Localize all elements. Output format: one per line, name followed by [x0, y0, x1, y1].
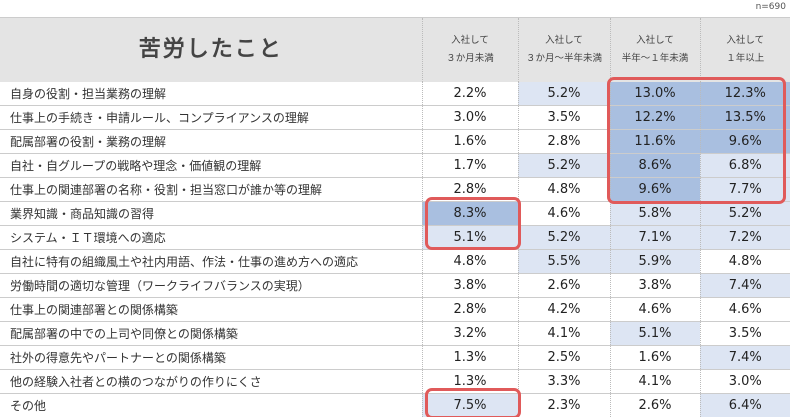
- value-cell: 5.2%: [517, 225, 610, 250]
- column-header: 入社して ３か月～半年未満: [517, 17, 610, 82]
- value-cell: 4.2%: [517, 297, 610, 322]
- value-cell: 2.6%: [517, 273, 610, 298]
- value-cell: 13.0%: [609, 82, 700, 106]
- row-label: 自身の役割・担当業務の理解: [0, 82, 422, 106]
- value-cell: 3.0%: [421, 105, 518, 130]
- value-cell: 3.8%: [421, 273, 518, 298]
- row-label: 仕事上の関連部署の名称・役割・担当窓口が誰か等の理解: [0, 177, 422, 202]
- value-cell: 4.6%: [517, 201, 610, 226]
- value-cell: 1.3%: [421, 345, 518, 370]
- value-cell: 1.3%: [421, 369, 518, 394]
- value-cell: 2.8%: [421, 297, 518, 322]
- row-label: 社外の得意先やパートナーとの関係構築: [0, 345, 422, 370]
- value-cell: 2.2%: [421, 82, 518, 106]
- value-cell: 1.6%: [609, 345, 700, 370]
- value-cell: 5.8%: [609, 201, 700, 226]
- value-cell: 2.5%: [517, 345, 610, 370]
- table-row: 仕事上の手続き・申請ルール、コンプライアンスの理解 3.0% 3.5% 12.2% 13…: [0, 105, 790, 130]
- row-label: 仕事上の関連部署との関係構築: [0, 297, 422, 322]
- value-cell: 7.1%: [609, 225, 700, 250]
- value-cell: 4.6%: [699, 297, 790, 322]
- table-row: 配属部署の中での上司や同僚との関係構築 3.2% 4.1% 5.1% 3.5%: [0, 321, 790, 346]
- row-label: 仕事上の手続き・申請ルール、コンプライアンスの理解: [0, 105, 422, 130]
- value-cell: 7.2%: [699, 225, 790, 250]
- table-row: 仕事上の関連部署の名称・役割・担当窓口が誰か等の理解 2.8% 4.8% 9.6% 7.…: [0, 177, 790, 202]
- value-cell: 2.8%: [421, 177, 518, 202]
- value-cell: 4.1%: [517, 321, 610, 346]
- value-cell: 6.4%: [699, 393, 790, 417]
- table-title: 苦労したこと: [0, 17, 422, 82]
- row-label: その他: [0, 393, 422, 417]
- row-label: 配属部署の中での上司や同僚との関係構築: [0, 321, 422, 346]
- value-cell: 7.5%: [421, 393, 518, 417]
- value-cell: 8.3%: [421, 201, 518, 226]
- table-row: その他 7.5% 2.3% 2.6% 6.4%: [0, 393, 790, 417]
- column-header: 入社して ３か月未満: [421, 17, 518, 82]
- value-cell: 4.8%: [699, 249, 790, 274]
- value-cell: 3.5%: [699, 321, 790, 346]
- value-cell: 1.6%: [421, 129, 518, 154]
- value-cell: 2.3%: [517, 393, 610, 417]
- value-cell: 7.4%: [699, 273, 790, 298]
- value-cell: 4.1%: [609, 369, 700, 394]
- value-cell: 5.2%: [699, 201, 790, 226]
- table-row: 社外の得意先やパートナーとの関係構築 1.3% 2.5% 1.6% 7.4%: [0, 345, 790, 370]
- results-table: 苦労したこと 入社して ３か月未満 入社して ３か月～半年未満 入社して 半年～１年…: [0, 17, 790, 417]
- value-cell: 5.9%: [609, 249, 700, 274]
- table-row: 他の経験入社者との横のつながりの作りにくさ 1.3% 3.3% 4.1% 3.0%: [0, 369, 790, 394]
- value-cell: 4.6%: [609, 297, 700, 322]
- value-cell: 9.6%: [699, 129, 790, 154]
- value-cell: 9.6%: [609, 177, 700, 202]
- value-cell: 4.8%: [517, 177, 610, 202]
- value-cell: 6.8%: [699, 153, 790, 178]
- value-cell: 11.6%: [609, 129, 700, 154]
- value-cell: 5.5%: [517, 249, 610, 274]
- column-header: 入社して 半年～１年未満: [609, 17, 700, 82]
- table-row: 仕事上の関連部署との関係構築 2.8% 4.2% 4.6% 4.6%: [0, 297, 790, 322]
- value-cell: 7.7%: [699, 177, 790, 202]
- table-row: 自社に特有の組織風土や社内用語、作法・仕事の進め方への適応 4.8% 5.5% 5.9…: [0, 249, 790, 274]
- value-cell: 1.7%: [421, 153, 518, 178]
- value-cell: 13.5%: [699, 105, 790, 130]
- table-row: システム・ＩＴ環境への適応 5.1% 5.2% 7.1% 7.2%: [0, 225, 790, 250]
- value-cell: 3.3%: [517, 369, 610, 394]
- value-cell: 12.2%: [609, 105, 700, 130]
- value-cell: 5.2%: [517, 82, 610, 106]
- value-cell: 3.5%: [517, 105, 610, 130]
- value-cell: 3.0%: [699, 369, 790, 394]
- header-row: 苦労したこと 入社して ３か月未満 入社して ３か月～半年未満 入社して 半年～１年…: [0, 17, 790, 82]
- sample-size: n=690: [755, 2, 786, 12]
- table-row: 自身の役割・担当業務の理解 2.2% 5.2% 13.0% 12.3%: [0, 82, 790, 106]
- table-row: 労働時間の適切な管理（ワークライフバランスの実現） 3.8% 2.6% 3.8% 7.4…: [0, 273, 790, 298]
- value-cell: 3.2%: [421, 321, 518, 346]
- value-cell: 2.6%: [609, 393, 700, 417]
- table-row: 業界知識・商品知識の習得 8.3% 4.6% 5.8% 5.2%: [0, 201, 790, 226]
- value-cell: 3.8%: [609, 273, 700, 298]
- row-label: システム・ＩＴ環境への適応: [0, 225, 422, 250]
- row-label: 業界知識・商品知識の習得: [0, 201, 422, 226]
- value-cell: 7.4%: [699, 345, 790, 370]
- value-cell: 5.1%: [609, 321, 700, 346]
- column-header: 入社して １年以上: [699, 17, 790, 82]
- value-cell: 5.1%: [421, 225, 518, 250]
- value-cell: 8.6%: [609, 153, 700, 178]
- value-cell: 12.3%: [699, 82, 790, 106]
- value-cell: 2.8%: [517, 129, 610, 154]
- row-label: 他の経験入社者との横のつながりの作りにくさ: [0, 369, 422, 394]
- row-label: 労働時間の適切な管理（ワークライフバランスの実現）: [0, 273, 422, 298]
- row-label: 自社に特有の組織風土や社内用語、作法・仕事の進め方への適応: [0, 249, 422, 274]
- value-cell: 4.8%: [421, 249, 518, 274]
- value-cell: 5.2%: [517, 153, 610, 178]
- table-row: 自社・自グループの戦略や理念・価値観の理解 1.7% 5.2% 8.6% 6.8%: [0, 153, 790, 178]
- row-label: 自社・自グループの戦略や理念・価値観の理解: [0, 153, 422, 178]
- row-label: 配属部署の役割・業務の理解: [0, 129, 422, 154]
- table-row: 配属部署の役割・業務の理解 1.6% 2.8% 11.6% 9.6%: [0, 129, 790, 154]
